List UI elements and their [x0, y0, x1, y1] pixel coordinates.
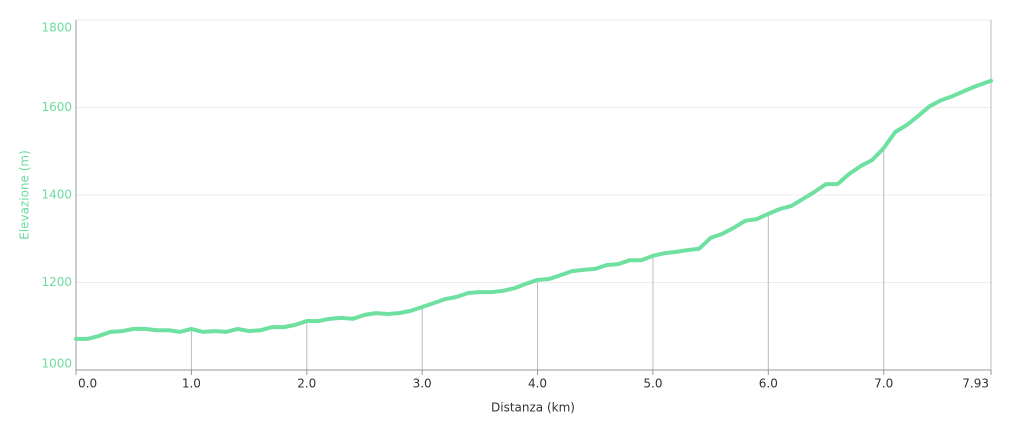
x-tick-label: 1.0: [182, 377, 201, 391]
y-tick-label: 1800: [41, 21, 72, 35]
y-tick-label: 1000: [41, 357, 72, 371]
x-tick-label: 4.0: [528, 377, 547, 391]
y-tick-label: 1200: [41, 275, 72, 289]
y-tick-label: 1600: [41, 100, 72, 114]
x-tick-label: 7.0: [874, 377, 893, 391]
y-tick-label: 1400: [41, 188, 72, 202]
x-tick-label: 3.0: [413, 377, 432, 391]
x-tick-label: 6.0: [759, 377, 778, 391]
elevation-line: [74, 78, 993, 341]
x-tick-label: 2.0: [297, 377, 316, 391]
x-tick-label: 0.0: [78, 377, 97, 391]
y-axis-title: Elevazione (m): [18, 150, 32, 240]
grid: [75, 19, 992, 371]
x-axis-title: Distanza (km): [491, 401, 575, 415]
x-tick-label: 7.93: [962, 377, 989, 391]
x-tick-label: 5.0: [643, 377, 662, 391]
